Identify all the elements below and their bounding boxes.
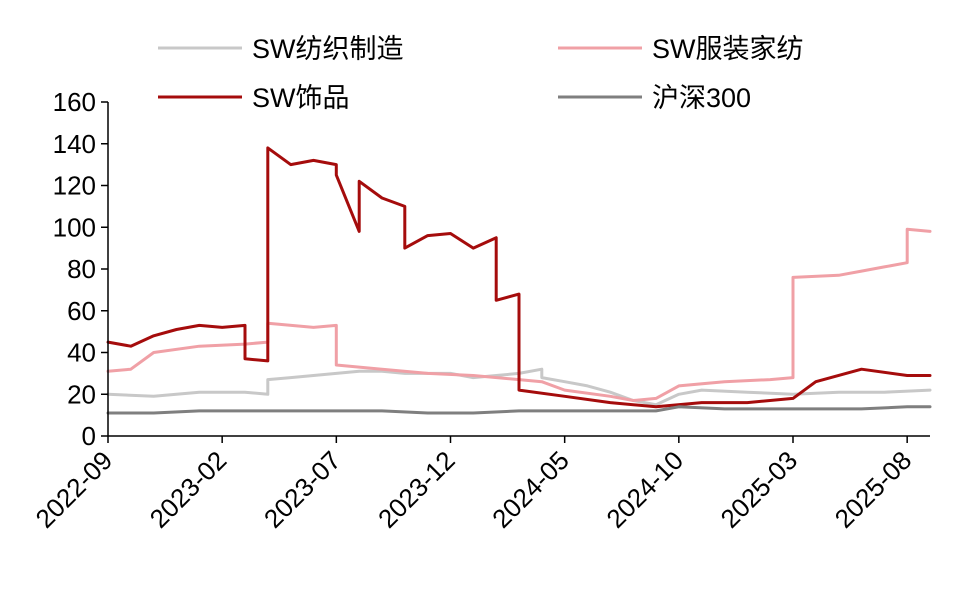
x-tick-label: 2025-08 <box>829 445 918 534</box>
y-tick-label: 40 <box>67 338 96 368</box>
series-line-2 <box>106 146 932 409</box>
legend-label-0: SW纺织制造 <box>252 34 404 64</box>
x-tick-label: 2022-09 <box>30 445 119 534</box>
series-line-0 <box>106 367 932 407</box>
y-tick-label: 20 <box>67 379 96 409</box>
y-tick-label: 80 <box>67 254 96 284</box>
x-tick-label: 2024-05 <box>486 445 575 534</box>
y-tick-label: 100 <box>53 212 96 242</box>
x-tick-label: 2023-12 <box>372 445 461 534</box>
chart-axes: 0 20 40 60 80 100 120 140 160 2022-09 2023-02 2023-… <box>30 87 930 534</box>
chart-legend: SW纺织制造 SW服装家纺 SW饰品 沪深300 <box>158 34 804 113</box>
chart-plot-lines <box>106 146 932 415</box>
y-tick-label: 160 <box>53 87 96 117</box>
y-tick-label: 120 <box>53 171 96 201</box>
x-tick-label: 2023-07 <box>258 445 347 534</box>
legend-label-3: 沪深300 <box>652 83 751 113</box>
y-tick-label: 140 <box>53 129 96 159</box>
series-line-3 <box>106 405 932 415</box>
x-tick-label: 2024-10 <box>600 445 689 534</box>
legend-label-1: SW服装家纺 <box>652 34 804 64</box>
x-tick-label: 2023-02 <box>144 445 233 534</box>
x-tick-label: 2025-03 <box>715 445 804 534</box>
y-tick-label: 60 <box>67 296 96 326</box>
legend-label-2: SW饰品 <box>252 83 350 113</box>
y-tick-label: 0 <box>82 421 96 451</box>
series-line-1 <box>106 227 932 402</box>
